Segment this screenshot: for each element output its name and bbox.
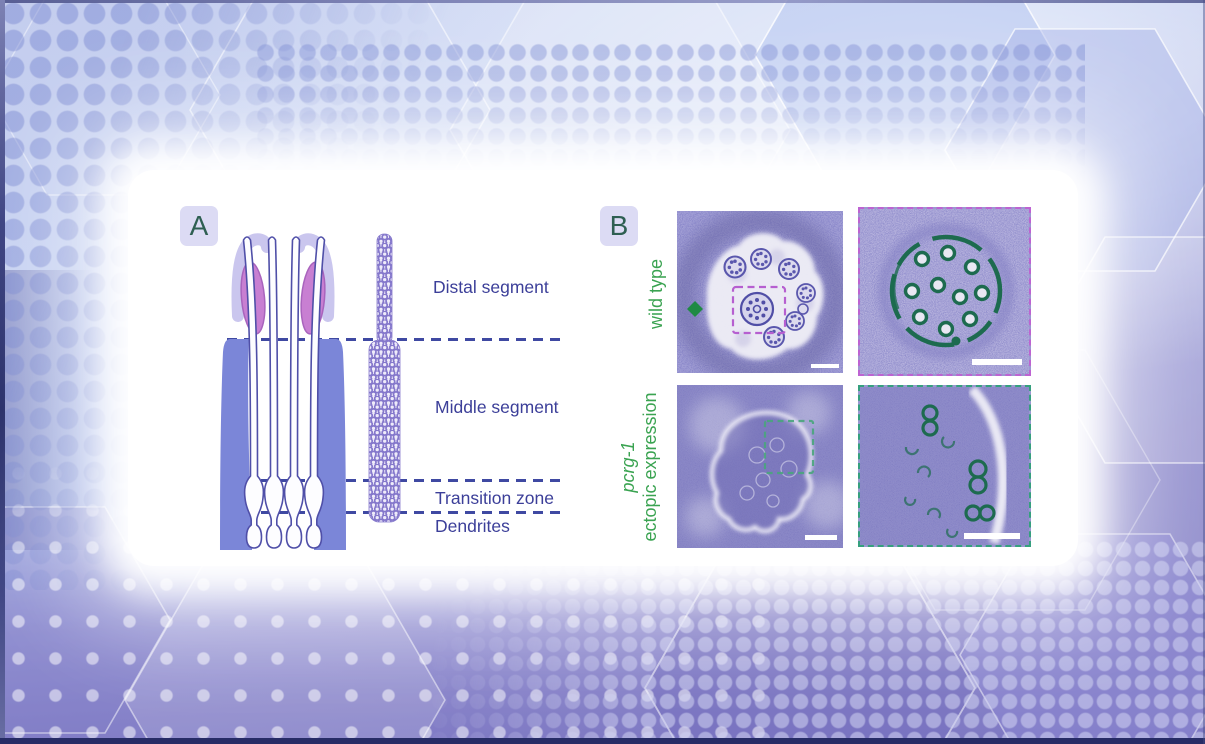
scale-bar	[964, 533, 1020, 539]
divider-distal-middle	[227, 338, 567, 341]
microtubule-singlet	[376, 233, 393, 345]
label-wild-type: wild type	[646, 258, 666, 330]
em-wild-type-cross-section	[677, 211, 843, 373]
zoom-region-box-green	[763, 419, 815, 475]
panel-b-label: B	[600, 206, 638, 246]
em-wild-type-inset	[858, 207, 1031, 376]
scale-bar	[811, 364, 839, 368]
scale-bar	[972, 359, 1022, 365]
label-ectopic-expression: ectopic expression	[640, 392, 660, 542]
cilia-group	[242, 236, 326, 549]
panel-a-label: A	[180, 206, 218, 246]
vesicle-membrane	[710, 410, 814, 534]
support-cell-left	[220, 339, 252, 550]
membrane-crescent	[968, 387, 1008, 545]
zoom-region-box-magenta	[731, 285, 787, 335]
label-distal-segment: Distal segment	[433, 277, 549, 297]
em-pcrg1-cross-section	[677, 385, 843, 548]
em-pcrg1-inset	[858, 385, 1031, 547]
hook-right	[293, 233, 335, 322]
label-pcrg1-gene: pcrg-1	[618, 441, 638, 493]
cilium-schematic	[220, 233, 401, 550]
vesicle-interior	[712, 412, 812, 532]
label-dendrites: Dendrites	[435, 516, 510, 536]
axoneme-membrane-trace	[889, 234, 1003, 348]
green-diamond-marker	[687, 301, 703, 317]
frame-edge-left	[0, 0, 5, 744]
frame-edge-right	[1203, 0, 1205, 744]
label-middle-segment: Middle segment	[435, 397, 559, 417]
scale-bar	[805, 535, 837, 540]
frame-edge-top	[0, 0, 1205, 3]
label-transition-zone: Transition zone	[435, 488, 554, 508]
microtubule-doublet-traces	[921, 404, 996, 522]
boxed-axoneme	[739, 291, 775, 327]
frame-edge-bottom	[0, 738, 1205, 744]
microtubule-doublet	[368, 339, 401, 523]
label-pcrg1-ectopic: pcrg-1 ectopic expression	[617, 382, 661, 552]
